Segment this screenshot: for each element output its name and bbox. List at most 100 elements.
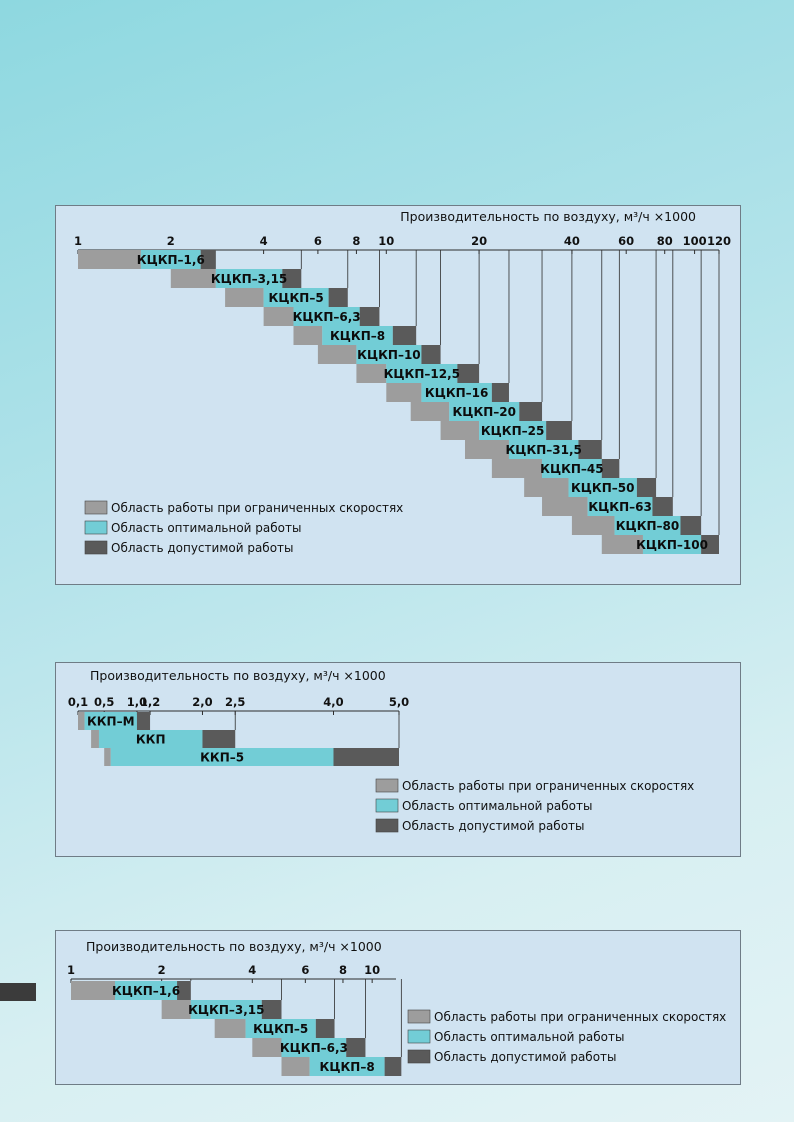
- x-tick-label: 8: [352, 234, 360, 248]
- bar-label: КЦКП–45: [540, 462, 604, 476]
- bar-label: КЦКП–3,15: [211, 272, 287, 286]
- bar-label: КЦКП–16: [425, 386, 489, 400]
- bar-segment-allowed: [136, 712, 151, 730]
- bar-label: КЦКП–5: [269, 291, 324, 305]
- bar-label: КЦКП–50: [571, 481, 635, 495]
- bar-segment-optimal: [642, 535, 702, 554]
- bar-segment-optimal: [215, 269, 283, 288]
- x-tick-label: 2: [158, 963, 166, 977]
- bar-row: КЦКП–5: [214, 1019, 335, 1038]
- x-tick-label: 10: [364, 963, 380, 977]
- bar-segment-optimal: [281, 1038, 347, 1057]
- legend-swatch-limited: [407, 1009, 431, 1024]
- bar-label: КЦКП–10: [357, 348, 421, 362]
- bar-label: КЦКП–31,5: [506, 443, 582, 457]
- bar-label: ККП–5: [200, 751, 244, 765]
- bar-segment-limited: [214, 1019, 246, 1038]
- bar-segment-optimal: [190, 1000, 262, 1019]
- legend-label-limited: Область работы при ограниченных скоростя…: [111, 501, 403, 515]
- bar-row: КЦКП–5: [225, 288, 348, 307]
- bar-label: КЦКП–63: [588, 500, 652, 514]
- bar-segment-allowed: [392, 326, 417, 345]
- bar-label: КЦКП–12,5: [384, 367, 460, 381]
- bar-label: КЦКП–25: [481, 424, 545, 438]
- bar-segment-limited: [356, 364, 387, 383]
- bar-label: ККП: [136, 733, 166, 747]
- legend-swatch-allowed: [84, 540, 108, 555]
- x-tick-label: 1: [74, 234, 82, 248]
- x-tick-label: 6: [314, 234, 322, 248]
- x-tick-label: 1,2: [140, 695, 160, 709]
- bar-row: КЦКП–100: [601, 535, 719, 554]
- bar-segment-allowed: [200, 250, 216, 269]
- bar-segment-allowed: [359, 307, 380, 326]
- bar-segment-allowed: [519, 402, 543, 421]
- legend-label-optimal: Область оптимальной работы: [402, 799, 592, 813]
- bar-segment-allowed: [546, 421, 572, 440]
- bar-segment-limited: [601, 535, 643, 554]
- bar-row: КЦКП–6,3: [263, 307, 380, 326]
- bar-segment-allowed: [680, 516, 702, 535]
- bar-label: ККП–М: [87, 715, 135, 729]
- bar-segment-optimal: [84, 712, 137, 730]
- bar-row: КЦКП–25: [440, 421, 572, 440]
- bar-segment-limited: [410, 402, 450, 421]
- x-tick-label: 4: [248, 963, 256, 977]
- legend-label-allowed: Область допустимой работы: [402, 819, 585, 833]
- bar-segment-limited: [571, 516, 615, 535]
- bar-label: КЦКП–6,3: [293, 310, 361, 324]
- bar-segment-allowed: [261, 1000, 282, 1019]
- chart-kkp: Производительность по воздуху, м³/ч ×100…: [68, 668, 694, 833]
- bar-segment-optimal: [245, 1019, 316, 1038]
- bar-row: ККП–М: [78, 712, 151, 730]
- bar-segment-optimal: [568, 478, 637, 497]
- bar-segment-optimal: [293, 307, 360, 326]
- bar-segment-optimal: [614, 516, 681, 535]
- bar-row: КЦКП–8: [293, 326, 417, 345]
- bar-row: КЦКП–3,15: [161, 1000, 282, 1019]
- bar-segment-optimal: [587, 497, 653, 516]
- bar-segment-allowed: [282, 269, 302, 288]
- bar-segment-limited: [78, 712, 85, 730]
- bar-segment-limited: [491, 459, 543, 478]
- side-tab-marker: [0, 983, 36, 1001]
- bar-segment-optimal: [421, 383, 492, 402]
- bar-row: КЦКП–80: [571, 516, 702, 535]
- legend-swatch-allowed: [407, 1049, 431, 1064]
- bar-segment-optimal: [115, 981, 178, 1000]
- chart-kckp-small: Производительность по воздуху, м³/ч ×100…: [67, 939, 726, 1076]
- x-tick-label: 2: [167, 234, 175, 248]
- x-tick-label: 4: [260, 234, 268, 248]
- bar-segment-limited: [281, 1057, 310, 1076]
- bar-label: КЦКП–5: [253, 1022, 308, 1036]
- bar-row: КЦКП–1,6: [78, 250, 216, 269]
- bar-segment-optimal: [479, 421, 547, 440]
- chart-kckp-large: Производительность по воздуху, м³/ч ×100…: [74, 209, 731, 555]
- bar-label: КЦКП–8: [320, 1060, 375, 1074]
- bar-segment-limited: [170, 269, 216, 288]
- legend-label-allowed: Область допустимой работы: [434, 1050, 617, 1064]
- x-tick-label: 2,0: [192, 695, 212, 709]
- bar-row: КЦКП–8: [281, 1057, 402, 1076]
- x-tick-label: 100: [683, 234, 707, 248]
- bar-segment-allowed: [601, 459, 620, 478]
- bar-segment-optimal: [309, 1057, 385, 1076]
- legend-label-limited: Область работы при ограниченных скоростя…: [402, 779, 694, 793]
- bar-label: КЦКП–3,15: [188, 1003, 264, 1017]
- bar-segment-allowed: [491, 383, 509, 402]
- bar-segment-allowed: [636, 478, 657, 497]
- chart-panel-kckp-small: Производительность по воздуху, м³/ч ×100…: [55, 930, 741, 1085]
- bar-segment-optimal: [386, 364, 458, 383]
- bar-label: КЦКП–6,3: [280, 1041, 348, 1055]
- bar-segment-limited: [464, 440, 509, 459]
- bar-segment-allowed: [177, 981, 191, 1000]
- bar-segment-limited: [317, 345, 357, 364]
- bar-segment-limited: [104, 748, 111, 766]
- bar-segment-optimal: [110, 748, 334, 766]
- bar-segment-allowed: [578, 440, 602, 459]
- bar-segment-limited: [293, 326, 323, 345]
- x-tick-label: 40: [564, 234, 580, 248]
- bar-segment-limited: [78, 250, 141, 269]
- chart-title: Производительность по воздуху, м³/ч ×100…: [400, 209, 696, 224]
- bar-segment-limited: [263, 307, 294, 326]
